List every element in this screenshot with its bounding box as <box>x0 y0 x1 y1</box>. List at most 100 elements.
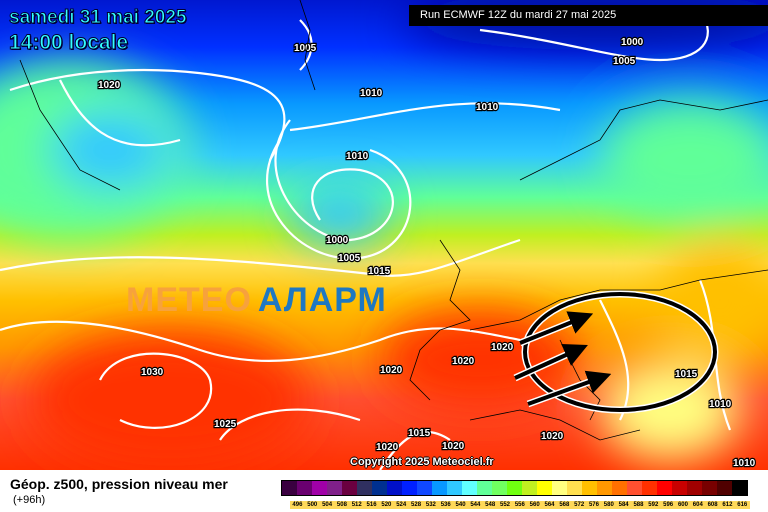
arrow <box>527 370 612 406</box>
color-swatch <box>717 481 732 495</box>
scale-tick: 532 <box>423 501 439 509</box>
scale-tick: 592 <box>645 501 661 509</box>
color-swatch <box>552 481 567 495</box>
isobar-label: 1015 <box>675 369 698 380</box>
scale-tick: 608 <box>705 501 721 509</box>
legend-title: Géop. z500, pression niveau mer <box>10 476 228 492</box>
isobars <box>0 9 732 470</box>
logo-part2: АЛАРМ <box>257 281 387 319</box>
scale-tick: 508 <box>334 501 350 509</box>
legend-footer: Géop. z500, pression niveau mer (+96h) 4… <box>0 470 768 512</box>
isobar-label: 1010 <box>476 102 499 113</box>
model-run-label: Run ECMWF 12Z du mardi 27 mai 2025 <box>409 5 768 26</box>
scale-tick: 544 <box>467 501 483 509</box>
isobar-label: 1020 <box>98 80 121 91</box>
weather-map: 1005 1000 1005 1020 1010 1010 1010 1000 … <box>0 0 768 470</box>
scale-tick: 580 <box>601 501 617 509</box>
color-swatch <box>597 481 612 495</box>
color-swatch <box>312 481 327 495</box>
scale-tick: 516 <box>364 501 379 509</box>
isobar-label: 1010 <box>709 399 732 410</box>
color-scale-ticks: 496 500 504 508 512 516 520 524 528 532 536 540 544 5… <box>290 501 750 509</box>
scale-tick: 528 <box>408 501 424 509</box>
forecast-date: samedi 31 mai 2025 <box>8 7 187 28</box>
color-swatch <box>417 481 432 495</box>
scale-tick: 564 <box>542 501 557 509</box>
scale-tick: 540 <box>453 501 468 509</box>
color-swatch <box>447 481 462 495</box>
color-swatch <box>522 481 537 495</box>
color-swatch <box>342 481 357 495</box>
color-swatch <box>567 481 582 495</box>
isobar-label: 1020 <box>452 356 475 367</box>
meteoalarm-logo: METEO АЛАРМ <box>126 282 387 318</box>
scale-tick: 520 <box>378 501 394 509</box>
color-swatch <box>582 481 597 495</box>
isobar-label: 1010 <box>360 88 383 99</box>
color-swatch <box>432 481 447 495</box>
color-swatch <box>537 481 552 495</box>
color-swatch <box>687 481 702 495</box>
color-swatch <box>612 481 627 495</box>
color-swatch <box>627 481 642 495</box>
color-swatch <box>702 481 717 495</box>
copyright: Copyright 2025 Meteociel.fr <box>350 456 494 468</box>
scale-tick: 512 <box>349 501 365 509</box>
color-swatch <box>327 481 342 495</box>
scale-tick: 548 <box>482 501 498 509</box>
scale-tick: 604 <box>690 501 706 509</box>
scale-tick: 536 <box>438 501 454 509</box>
color-swatch <box>672 481 687 495</box>
scale-tick: 568 <box>556 501 572 509</box>
scale-tick: 572 <box>571 501 587 509</box>
scale-tick: 560 <box>527 501 543 509</box>
scale-tick: 552 <box>497 501 513 509</box>
isobar-label: 1020 <box>491 342 514 353</box>
isobar-label: 1015 <box>368 266 391 277</box>
highlight-annotation <box>513 290 719 414</box>
isobar-label: 1005 <box>613 56 636 67</box>
isobar-label: 1025 <box>214 419 237 430</box>
isobar-label: 1020 <box>541 431 564 442</box>
scale-tick: 556 <box>512 501 528 509</box>
isobar-label: 1010 <box>733 458 756 469</box>
scale-tick: 612 <box>720 501 735 509</box>
forecast-time: 14:00 locale <box>8 31 129 54</box>
color-swatch <box>642 481 657 495</box>
color-scale <box>281 480 748 496</box>
color-swatch <box>402 481 417 495</box>
color-swatch <box>357 481 372 495</box>
color-swatch <box>462 481 477 495</box>
lead-time: (+96h) <box>13 494 46 506</box>
isobar-label: 1030 <box>141 367 164 378</box>
isobar-label: 1005 <box>338 253 361 264</box>
isobar-label: 1005 <box>294 43 317 54</box>
scale-tick: 584 <box>616 501 632 509</box>
scale-tick: 500 <box>304 501 320 509</box>
color-swatch <box>282 481 297 495</box>
isobar-label: 1015 <box>408 428 431 439</box>
color-swatch <box>297 481 312 495</box>
isobar-label: 1020 <box>442 441 465 452</box>
scale-tick: 524 <box>393 501 409 509</box>
isobar-label: 1020 <box>380 365 403 376</box>
color-swatch <box>507 481 522 495</box>
scale-tick: 616 <box>734 501 750 509</box>
scale-tick: 576 <box>586 501 602 509</box>
isobar-label: 1020 <box>376 442 399 453</box>
color-swatch <box>477 481 492 495</box>
color-swatch <box>732 481 747 495</box>
scale-tick: 504 <box>319 501 335 509</box>
scale-tick: 600 <box>675 501 691 509</box>
color-swatch <box>492 481 507 495</box>
color-swatch <box>387 481 402 495</box>
scale-tick: 588 <box>631 501 646 509</box>
scale-tick: 596 <box>660 501 676 509</box>
arrow <box>519 311 594 345</box>
logo-part1: METEO <box>126 281 252 319</box>
arrow <box>514 344 588 380</box>
pressure-labels: 1005 1000 1005 1020 1010 1010 1010 1000 … <box>97 36 757 470</box>
color-swatch <box>372 481 387 495</box>
isobar-label: 1000 <box>326 235 349 246</box>
scale-tick: 496 <box>290 501 305 509</box>
